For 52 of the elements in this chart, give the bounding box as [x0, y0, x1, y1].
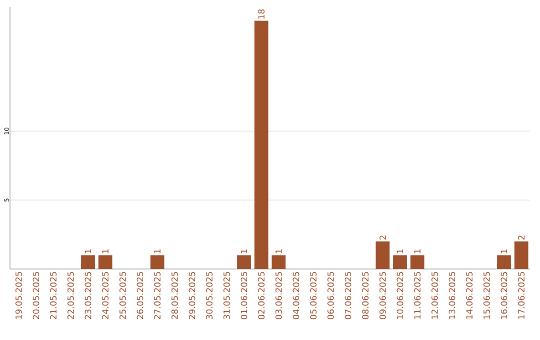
- x-tick-label: 31.05.2025: [223, 272, 230, 320]
- x-tick-label: 11.06.2025: [414, 272, 421, 319]
- data-label: 1: [276, 249, 282, 254]
- data-label: 1: [500, 249, 508, 254]
- x-tick-label: 17.06.2025: [518, 272, 525, 319]
- x-tick-label: 22.05.2025: [67, 272, 74, 320]
- x-tick-label: 09.06.2025: [379, 272, 386, 320]
- x-tick-label: 25.05.2025: [119, 272, 126, 320]
- x-tick-label: 19.05.2025: [15, 272, 22, 319]
- x-tick-label: 27.05.2025: [154, 272, 161, 320]
- x-tick-label: 08.06.2025: [362, 272, 369, 320]
- data-label: 1: [240, 249, 248, 254]
- bar: [150, 255, 164, 269]
- x-tick-label: 01.06.2025: [240, 272, 248, 320]
- x-tick-label: 06.06.2025: [327, 272, 334, 320]
- bar: [514, 241, 528, 269]
- bar: [393, 255, 407, 269]
- bar: [81, 255, 95, 269]
- x-tick-label: 29.05.2025: [188, 272, 196, 320]
- x-tick-label: 23.05.2025: [84, 272, 92, 320]
- bar: [254, 20, 268, 269]
- x-tick-label: 28.05.2025: [171, 272, 178, 320]
- data-label: 1: [396, 249, 404, 254]
- x-tick-label: 10.06.2025: [396, 272, 404, 319]
- bar: [237, 255, 251, 269]
- data-label: 1: [414, 249, 420, 254]
- data-label: 2: [380, 236, 386, 240]
- x-tick-label: 24.05.2025: [102, 272, 109, 320]
- data-label: 2: [518, 236, 524, 240]
- x-tick-label: 21.05.2025: [50, 272, 57, 320]
- data-label: 1: [102, 249, 108, 254]
- bar: [376, 241, 390, 269]
- data-label: 1: [154, 249, 160, 254]
- x-tick-label: 07.06.2025: [344, 272, 352, 320]
- x-tick-label: 26.05.2025: [136, 272, 144, 320]
- x-tick-label: 03.06.2025: [275, 272, 282, 320]
- x-tick-label: 02.06.2025: [258, 272, 265, 320]
- bar: [410, 255, 424, 269]
- x-tick-label: 30.05.2025: [206, 272, 213, 320]
- data-label: 1: [84, 249, 92, 254]
- x-tick-label: 15.06.2025: [483, 272, 490, 319]
- x-tick-label: 14.06.2025: [466, 272, 473, 319]
- data-label: 18: [258, 9, 265, 19]
- bar: [497, 255, 511, 269]
- x-tick-label: 04.06.2025: [292, 272, 300, 320]
- bar: [98, 255, 112, 269]
- x-tick-label: 20.05.2025: [32, 272, 40, 320]
- bar: [272, 255, 286, 269]
- x-tick-label: 05.06.2025: [310, 272, 317, 320]
- x-tick-label: 13.06.2025: [448, 272, 456, 319]
- x-tick-label: 16.06.2025: [500, 272, 508, 319]
- x-tick-label: 12.06.2025: [431, 272, 438, 319]
